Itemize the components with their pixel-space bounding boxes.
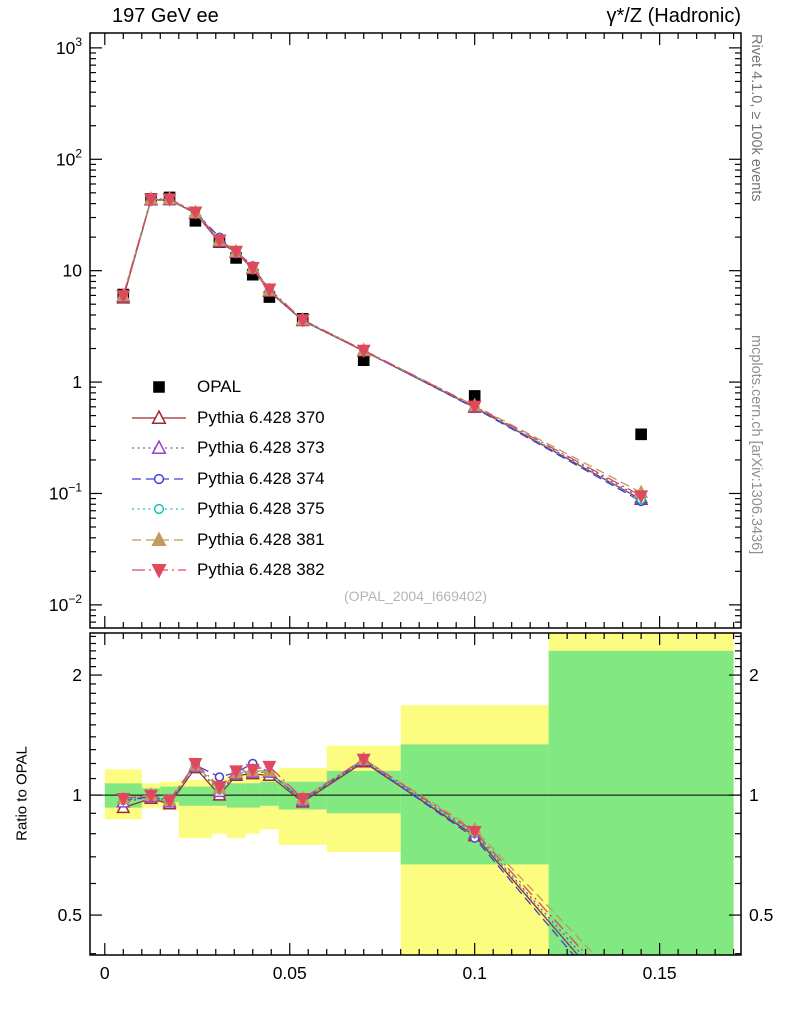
rivet-version-label: Rivet 4.1.0, ≥ 100k events xyxy=(748,34,764,202)
pythia-381-line-sample xyxy=(132,531,186,546)
svg-text:2: 2 xyxy=(72,665,82,685)
legend-label-pythia-373: Pythia 6.428 373 xyxy=(197,438,325,458)
legend-label-pythia-381: Pythia 6.428 381 xyxy=(197,529,325,549)
marker-square xyxy=(635,428,647,441)
svg-text:2: 2 xyxy=(749,665,759,685)
ratio-panel-frame xyxy=(89,632,742,956)
marker-triangle-up xyxy=(151,409,167,424)
marker-triangle-down xyxy=(634,490,649,504)
marker-triangle-down xyxy=(635,1011,647,1022)
marker-triangle-down xyxy=(212,781,227,795)
legend-item-opal: OPAL xyxy=(131,372,325,403)
svg-text:1: 1 xyxy=(72,372,82,392)
marker-square xyxy=(153,381,165,394)
legend-item-pythia-375: Pythia 6.428 375 xyxy=(131,494,325,525)
marker-circle xyxy=(153,504,165,515)
legend-item-pythia-374: Pythia 6.428 374 xyxy=(131,464,325,495)
beam-energy-title: 197 GeV ee xyxy=(112,5,219,27)
pythia-370-line-sample xyxy=(132,409,186,424)
marker-triangle-down xyxy=(162,794,177,809)
marker-triangle-down xyxy=(262,283,277,297)
series-382-points-main xyxy=(116,193,649,504)
svg-text:0.05: 0.05 xyxy=(273,963,307,983)
marker-triangle-down xyxy=(262,760,277,775)
legend-label-pythia-370: Pythia 6.428 370 xyxy=(197,407,325,427)
ratio-uncertainty-bands xyxy=(104,633,734,955)
marker-triangle-down xyxy=(356,753,371,768)
main-panel-data xyxy=(116,190,649,507)
svg-text:1: 1 xyxy=(749,785,759,805)
marker-triangle-down xyxy=(356,344,371,359)
process-title: γ*/Z (Hadronic) xyxy=(606,5,741,27)
marker-circle xyxy=(214,772,225,782)
ratio-axis-title: Ratio to OPAL xyxy=(13,746,31,841)
legend-item-pythia-382: Pythia 6.428 382 xyxy=(131,555,325,586)
legend-label-pythia-374: Pythia 6.428 374 xyxy=(197,468,325,488)
svg-text:0.5: 0.5 xyxy=(58,905,82,925)
green-band-bin-3 xyxy=(178,786,213,806)
marker-triangle-up xyxy=(151,439,167,455)
marker-triangle-down xyxy=(116,793,131,807)
legend-item-pythia-381: Pythia 6.428 381 xyxy=(131,525,325,556)
ratio-panel-data xyxy=(116,751,647,1024)
opal-marker-sample xyxy=(153,381,165,394)
pythia-382-line-sample xyxy=(132,564,186,579)
marker-triangle-down xyxy=(188,206,203,220)
svg-text:0.5: 0.5 xyxy=(749,905,773,925)
marker-triangle-down xyxy=(245,262,260,276)
marker-triangle-up xyxy=(635,1015,647,1024)
series-382-points-ratio xyxy=(116,753,647,1022)
axis-ticks xyxy=(90,33,741,955)
marker-triangle-down xyxy=(229,245,244,260)
marker-triangle-down xyxy=(144,193,159,207)
svg-text:10−1: 10−1 xyxy=(49,480,82,503)
pythia-373-line-sample xyxy=(132,439,186,455)
marker-triangle-down xyxy=(245,763,260,778)
svg-text:103: 103 xyxy=(56,35,82,58)
marker-triangle-down xyxy=(467,826,482,840)
marker-triangle-down xyxy=(467,400,482,415)
legend-item-pythia-370: Pythia 6.428 370 xyxy=(131,403,325,434)
marker-triangle-down xyxy=(188,757,203,772)
marker-triangle-up xyxy=(635,997,647,1008)
svg-text:10: 10 xyxy=(63,261,83,281)
pythia-375-line-sample xyxy=(132,504,186,515)
svg-text:0: 0 xyxy=(100,963,110,983)
svg-text:10−2: 10−2 xyxy=(49,592,82,615)
marker-triangle-down xyxy=(162,193,177,207)
marker-triangle-down xyxy=(116,290,131,304)
marker-triangle-down xyxy=(295,314,310,328)
marker-triangle-up xyxy=(151,531,167,546)
green-band-bin-7 xyxy=(260,781,279,806)
legend-label-pythia-382: Pythia 6.428 382 xyxy=(197,560,325,580)
marker-circle xyxy=(153,473,165,484)
legend-label-pythia-375: Pythia 6.428 375 xyxy=(197,499,325,519)
green-band-bin-11 xyxy=(548,650,734,955)
legend: OPAL Pythia 6.428 370 Pythia 6.428 373 P… xyxy=(131,372,325,586)
svg-text:0.1: 0.1 xyxy=(463,963,487,983)
green-band-bin-10 xyxy=(400,744,549,865)
svg-text:0.15: 0.15 xyxy=(643,963,677,983)
mcplots-source-label: mcplots.cern.ch [arXiv:1306.3436] xyxy=(748,335,764,555)
marker-triangle-down xyxy=(151,564,167,579)
marker-triangle-down xyxy=(212,234,227,248)
series-382-line-ratio xyxy=(123,758,588,955)
analysis-watermark: (OPAL_2004_I669402) xyxy=(344,588,487,604)
pythia-374-line-sample xyxy=(132,473,186,484)
svg-text:1: 1 xyxy=(72,785,82,805)
marker-triangle-down xyxy=(144,789,159,803)
marker-triangle-down xyxy=(295,793,310,807)
marker-triangle-down xyxy=(229,765,244,779)
legend-item-pythia-373: Pythia 6.428 373 xyxy=(131,433,325,464)
main-panel-frame xyxy=(89,32,742,629)
legend-label-opal: OPAL xyxy=(197,377,242,397)
svg-text:102: 102 xyxy=(56,146,82,169)
